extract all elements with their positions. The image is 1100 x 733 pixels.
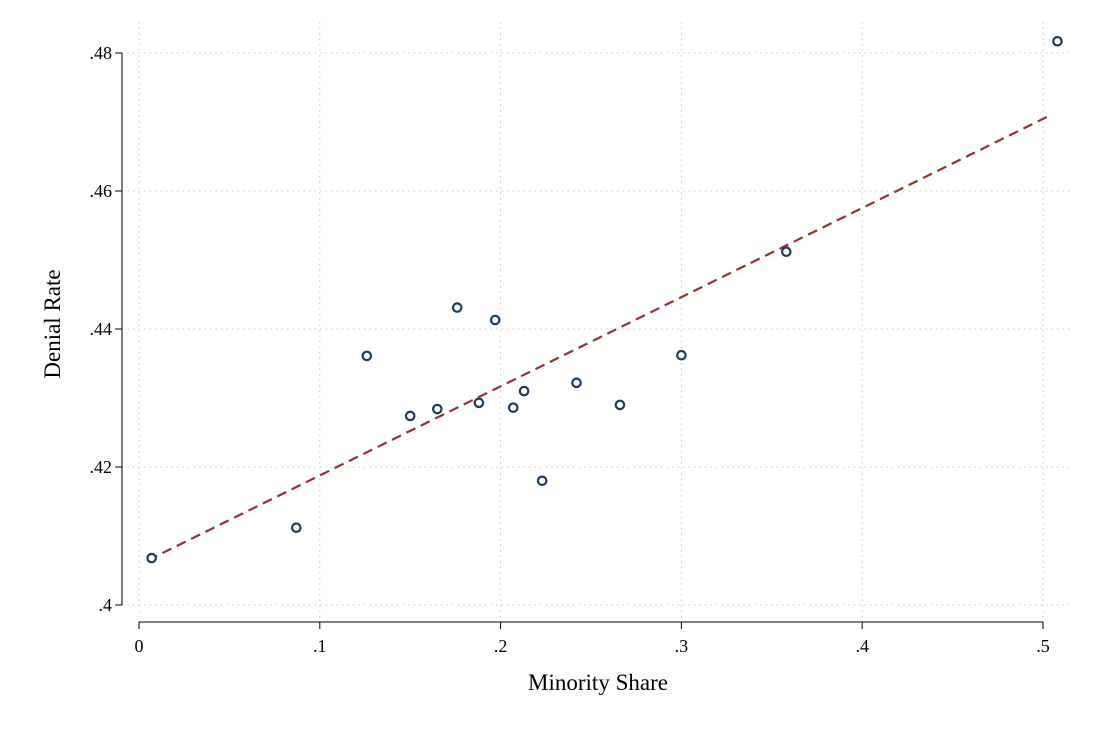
x-tick-label: 0 [135, 636, 144, 656]
y-axis-title: Denial Rate [40, 269, 65, 378]
scatter-point [780, 246, 792, 258]
x-tick-label: .1 [313, 636, 327, 656]
x-tick-label: .5 [1036, 636, 1050, 656]
y-tick-label: .4 [99, 595, 113, 615]
scatter-point [361, 350, 373, 362]
scatter-point [571, 377, 582, 389]
scatter-point [1052, 35, 1063, 47]
scatter-point [404, 410, 416, 422]
x-tick-label: .4 [855, 636, 869, 656]
scatter-point [473, 397, 485, 409]
fitted-line [147, 113, 1053, 562]
x-tick-label: .2 [494, 636, 508, 656]
scatter-point [536, 475, 548, 487]
scatter-point [507, 402, 519, 413]
x-axis-title: Minority Share [528, 670, 668, 695]
y-tick-label: .44 [90, 319, 113, 339]
scatter-point [614, 399, 626, 411]
scatter-point [451, 302, 463, 313]
grid-layer [122, 22, 1072, 622]
scatter-point [518, 385, 530, 397]
y-tick-label: .42 [90, 457, 113, 477]
scatter-point [432, 403, 443, 415]
x-tick-label: .3 [675, 636, 689, 656]
scatter-point [489, 314, 501, 326]
y-tick-label: .46 [90, 181, 113, 201]
points-layer [146, 35, 1063, 564]
y-tick-label: .48 [90, 43, 113, 63]
scatter-point [676, 349, 687, 361]
axes-layer: .4 .42 .44 .46 .48 0 .1 .2 .3 .4 .5 [90, 43, 1050, 656]
scatter-point [146, 552, 157, 564]
fit-line-layer [147, 113, 1053, 562]
scatter-point [290, 522, 302, 534]
